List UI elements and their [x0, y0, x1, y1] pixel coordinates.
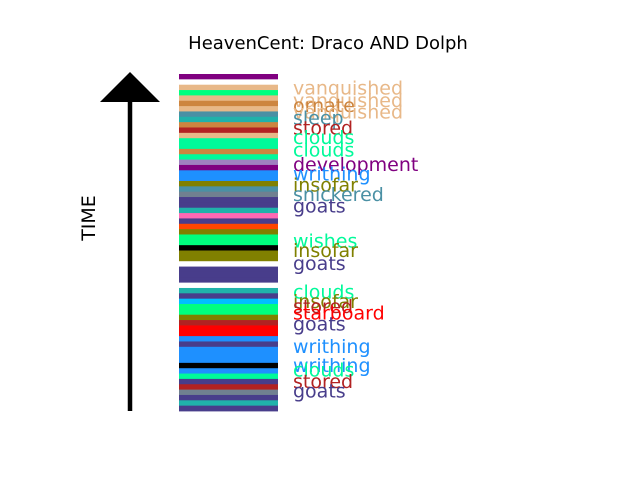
- event-label: clouds: [293, 140, 354, 162]
- event-label: writhing: [293, 336, 371, 358]
- chart-title: HeavenCent: Draco AND Dolph: [188, 33, 468, 54]
- stripe-segment: [179, 314, 278, 321]
- event-label: wishes: [293, 231, 357, 253]
- stripe-segment: [179, 271, 278, 278]
- stripe-segment: [179, 154, 278, 160]
- stripe-segment: [179, 229, 278, 235]
- stripe-segment: [179, 218, 278, 225]
- event-label: insofar: [293, 291, 358, 313]
- stripe-segment: [179, 138, 278, 144]
- event-label: clouds: [293, 360, 354, 382]
- stripe-segment: [179, 132, 278, 139]
- event-label: development: [293, 154, 418, 176]
- stripe-segment: [179, 336, 278, 342]
- stripe-segment: [179, 197, 278, 203]
- stripe-segment: [179, 213, 278, 219]
- stripe-segment: [179, 191, 278, 198]
- stripe-segment: [179, 223, 278, 230]
- stripe-segment: [179, 234, 278, 241]
- stripe-segment: [179, 394, 278, 401]
- event-label: stored: [293, 296, 353, 318]
- stripe-segment: [179, 341, 278, 348]
- stripe-segment: [179, 352, 278, 358]
- stripe-segment: [179, 362, 278, 369]
- stripe-segment: [179, 239, 278, 246]
- stripe-segment: [179, 111, 278, 118]
- event-label: writhing: [293, 164, 371, 186]
- event-label: goats: [293, 313, 346, 335]
- stripe-segment: [179, 255, 278, 262]
- stripe-segment: [179, 277, 278, 284]
- stripe-segment: [179, 127, 278, 134]
- stripe-segment: [179, 159, 278, 166]
- stripe-segment: [179, 79, 278, 86]
- event-label: goats: [293, 380, 346, 402]
- event-label: clouds: [293, 127, 354, 149]
- stripe-segment: [179, 389, 278, 396]
- event-labels: vanquishedvanquishedornatevanquishedslee…: [293, 77, 418, 402]
- stripe-segment: [179, 378, 278, 385]
- stripe-segment: [179, 84, 278, 91]
- stripe-segment: [179, 293, 278, 300]
- stripe-segment: [179, 202, 278, 209]
- stripe-segment: [179, 384, 278, 390]
- stripe-segment: [179, 298, 278, 305]
- event-label: ornate: [293, 95, 355, 117]
- stripe-segment: [179, 170, 278, 177]
- event-label: insofar: [293, 240, 358, 262]
- event-label: snickered: [293, 184, 384, 206]
- stripe-segment: [179, 180, 278, 187]
- stripe-segment: [179, 74, 278, 80]
- stripe-bar: [179, 74, 278, 412]
- event-label: stored: [293, 371, 353, 393]
- stripe-segment: [179, 261, 278, 267]
- stripe-segment: [179, 90, 278, 96]
- stripe-segment: [179, 325, 278, 332]
- stripe-segment: [179, 186, 278, 193]
- stripe-segment: [179, 148, 278, 155]
- stripe-segment: [179, 250, 278, 257]
- event-label: vanquished: [293, 90, 403, 112]
- stripe-segment: [179, 373, 278, 380]
- stripe-segment: [179, 106, 278, 112]
- stripe-segment: [179, 164, 278, 171]
- stripe-segment: [179, 400, 278, 407]
- stripe-segment: [179, 175, 278, 182]
- time-arrow-head: [100, 72, 160, 102]
- event-label: sleep: [293, 108, 344, 130]
- stripe-segment: [179, 122, 278, 128]
- stripe-segment: [179, 405, 278, 412]
- stripe-segment: [179, 143, 278, 150]
- event-label: goats: [293, 195, 346, 217]
- event-label: stored: [293, 117, 353, 139]
- event-label: vanquished: [293, 101, 403, 123]
- stripe-segment: [179, 304, 278, 310]
- event-label: writhing: [293, 355, 371, 377]
- stripe-segment: [179, 245, 278, 251]
- event-label: insofar: [293, 175, 358, 197]
- event-label: goats: [293, 253, 346, 275]
- stripe-segment: [179, 287, 278, 294]
- event-label: clouds: [293, 282, 354, 304]
- stripe-segment: [179, 320, 278, 326]
- stripe-segment: [179, 266, 278, 273]
- stripe-segment: [179, 330, 278, 337]
- stripe-segment: [179, 368, 278, 374]
- time-axis-label: TIME: [78, 195, 100, 242]
- stripe-segment: [179, 207, 278, 214]
- stripe-segment: [179, 100, 278, 107]
- stripe-segment: [179, 346, 278, 353]
- stripe-segment: [179, 95, 278, 102]
- stripe-segment: [179, 282, 278, 289]
- event-label: vanquished: [293, 77, 403, 99]
- stripe-segment: [179, 309, 278, 316]
- stripe-segment: [179, 357, 278, 364]
- stripe-segment: [179, 116, 278, 123]
- event-label: starboard: [293, 302, 385, 324]
